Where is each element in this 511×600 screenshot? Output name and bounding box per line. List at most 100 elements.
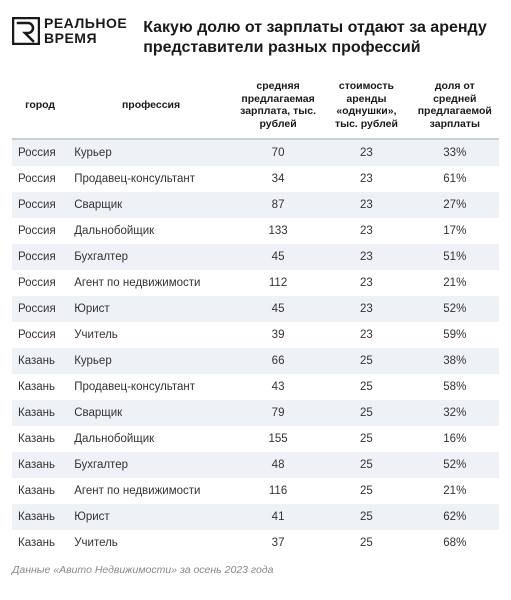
cell-profession: Юрист [68, 504, 234, 530]
cell-city: Казань [12, 478, 68, 504]
cell-share: 58% [411, 374, 499, 400]
cell-city: Казань [12, 374, 68, 400]
cell-salary: 66 [234, 348, 322, 374]
cell-salary: 41 [234, 504, 322, 530]
page-title: Какую долю от зарплаты отдают за аренду … [143, 16, 499, 58]
cell-city: Казань [12, 452, 68, 478]
cell-share: 33% [411, 139, 499, 166]
cell-salary: 112 [234, 270, 322, 296]
cell-salary: 37 [234, 530, 322, 556]
cell-city: Россия [12, 244, 68, 270]
cell-salary: 70 [234, 139, 322, 166]
cell-salary: 45 [234, 244, 322, 270]
logo-text: РЕАЛЬНОЕ ВРЕМЯ [44, 16, 127, 45]
cell-share: 27% [411, 192, 499, 218]
cell-profession: Учитель [68, 530, 234, 556]
table-row: КазаньАгент по недвижимости1162521% [12, 478, 499, 504]
cell-profession: Дальнобойщик [68, 426, 234, 452]
table-body: РоссияКурьер702333%РоссияПродавец-консул… [12, 139, 499, 556]
cell-rent: 23 [322, 296, 410, 322]
cell-city: Казань [12, 530, 68, 556]
table-row: РоссияДальнобойщик1332317% [12, 218, 499, 244]
cell-profession: Юрист [68, 296, 234, 322]
table-row: КазаньБухгалтер482552% [12, 452, 499, 478]
footnote: Данные «Авито Недвижимости» за осень 202… [12, 564, 499, 576]
cell-rent: 25 [322, 452, 410, 478]
cell-rent: 23 [322, 244, 410, 270]
cell-profession: Учитель [68, 322, 234, 348]
col-header-share: доля от средней предлагаемой зарплаты [411, 72, 499, 139]
cell-city: Россия [12, 270, 68, 296]
cell-salary: 116 [234, 478, 322, 504]
cell-rent: 23 [322, 166, 410, 192]
cell-profession: Курьер [68, 139, 234, 166]
cell-rent: 23 [322, 192, 410, 218]
cell-share: 21% [411, 478, 499, 504]
cell-city: Россия [12, 192, 68, 218]
cell-share: 62% [411, 504, 499, 530]
cell-profession: Сварщик [68, 192, 234, 218]
table-row: КазаньУчитель372568% [12, 530, 499, 556]
header: РЕАЛЬНОЕ ВРЕМЯ Какую долю от зарплаты от… [12, 16, 499, 58]
table-row: КазаньЮрист412562% [12, 504, 499, 530]
cell-profession: Бухгалтер [68, 244, 234, 270]
cell-share: 51% [411, 244, 499, 270]
cell-salary: 79 [234, 400, 322, 426]
cell-salary: 43 [234, 374, 322, 400]
table-row: КазаньПродавец-консультант432558% [12, 374, 499, 400]
cell-city: Россия [12, 166, 68, 192]
cell-share: 52% [411, 296, 499, 322]
cell-share: 59% [411, 322, 499, 348]
cell-salary: 39 [234, 322, 322, 348]
cell-profession: Агент по недвижимости [68, 270, 234, 296]
cell-share: 52% [411, 452, 499, 478]
logo-line1: РЕАЛЬНОЕ [44, 16, 127, 31]
cell-city: Россия [12, 139, 68, 166]
cell-profession: Курьер [68, 348, 234, 374]
cell-salary: 45 [234, 296, 322, 322]
cell-city: Казань [12, 426, 68, 452]
cell-salary: 48 [234, 452, 322, 478]
table-row: РоссияСварщик872327% [12, 192, 499, 218]
table-row: РоссияПродавец-консультант342361% [12, 166, 499, 192]
cell-rent: 23 [322, 322, 410, 348]
cell-rent: 25 [322, 530, 410, 556]
table-header: город профессия средняя предлагаемая зар… [12, 72, 499, 139]
cell-rent: 25 [322, 426, 410, 452]
cell-city: Россия [12, 218, 68, 244]
cell-share: 17% [411, 218, 499, 244]
col-header-rent: стоимость аренды «однушки», тыс. рублей [322, 72, 410, 139]
cell-city: Казань [12, 400, 68, 426]
cell-rent: 25 [322, 374, 410, 400]
cell-profession: Агент по недвижимости [68, 478, 234, 504]
table-row: РоссияЮрист452352% [12, 296, 499, 322]
cell-city: Россия [12, 296, 68, 322]
table-row: КазаньСварщик792532% [12, 400, 499, 426]
cell-city: Казань [12, 504, 68, 530]
cell-salary: 133 [234, 218, 322, 244]
table-row: РоссияБухгалтер452351% [12, 244, 499, 270]
cell-salary: 87 [234, 192, 322, 218]
cell-rent: 25 [322, 400, 410, 426]
cell-share: 16% [411, 426, 499, 452]
cell-share: 21% [411, 270, 499, 296]
cell-share: 38% [411, 348, 499, 374]
cell-rent: 25 [322, 478, 410, 504]
logo-mark-icon [12, 17, 40, 45]
col-header-profession: профессия [68, 72, 234, 139]
cell-rent: 25 [322, 348, 410, 374]
cell-rent: 23 [322, 218, 410, 244]
table-row: КазаньКурьер662538% [12, 348, 499, 374]
cell-profession: Бухгалтер [68, 452, 234, 478]
cell-share: 32% [411, 400, 499, 426]
cell-profession: Дальнобойщик [68, 218, 234, 244]
col-header-salary: средняя предлагаемая зарплата, тыс. рубл… [234, 72, 322, 139]
cell-rent: 23 [322, 139, 410, 166]
cell-profession: Сварщик [68, 400, 234, 426]
logo: РЕАЛЬНОЕ ВРЕМЯ [12, 16, 127, 45]
logo-line2: ВРЕМЯ [44, 31, 127, 46]
cell-share: 61% [411, 166, 499, 192]
cell-salary: 34 [234, 166, 322, 192]
col-header-city: город [12, 72, 68, 139]
cell-city: Казань [12, 348, 68, 374]
